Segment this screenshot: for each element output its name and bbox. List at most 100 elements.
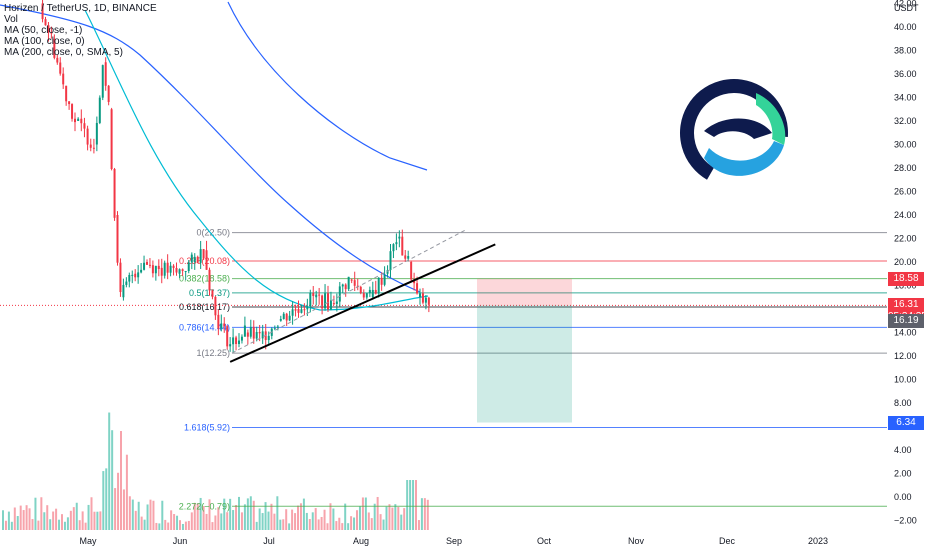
candle-body (359, 286, 362, 294)
candle-body (252, 326, 255, 339)
price-axis-label: 8.00 (894, 398, 912, 408)
price-axis-label: 36.00 (894, 69, 917, 79)
volume-bar (13, 507, 16, 530)
price-axis-label: 12.00 (894, 351, 917, 361)
candle-body (125, 281, 128, 285)
candle-body (386, 270, 389, 274)
candle-body (368, 289, 371, 294)
price-axis-label: 0.00 (894, 492, 912, 502)
candle-body (143, 262, 146, 270)
candle-body (98, 97, 101, 123)
volume-bar (344, 503, 347, 530)
time-axis-label: May (79, 536, 97, 546)
volume-bar (238, 496, 240, 530)
candle-body (380, 277, 383, 285)
fib-level-label: 0(22.50) (196, 228, 230, 238)
support-trendline[interactable] (229, 243, 496, 363)
volume-bar (134, 510, 137, 530)
volume-indicator-label[interactable]: Vol (4, 14, 18, 25)
volume-bar (28, 508, 31, 530)
volume-bar (356, 510, 358, 530)
volume-bar (16, 516, 19, 530)
candle-body (196, 256, 199, 263)
candle-body (110, 109, 113, 170)
volume-bar (184, 521, 187, 530)
candle-body (232, 337, 235, 345)
time-axis-label: Jun (173, 536, 188, 546)
candle-body (258, 332, 261, 334)
candle-body (104, 62, 107, 86)
volume-bar (406, 480, 409, 530)
ma50-indicator-label[interactable]: MA (50, close, -1) (4, 25, 83, 36)
volume-bar (102, 471, 105, 530)
fib-retracement[interactable]: 0(22.50)0.236(20.08)0.382(18.58)0.5(17.3… (179, 228, 887, 512)
volume-bar (173, 514, 176, 530)
candle-body (68, 101, 71, 105)
price-axis[interactable]: 42.00 40.00 38.00 36.00 34.00 32.00 30.00 28.00… (894, 0, 919, 526)
volume-bar (69, 510, 72, 530)
candle-body (238, 340, 240, 345)
volume-bar (34, 497, 37, 530)
volume-bar (261, 513, 264, 530)
fib-level-label: 0.618(16.17) (179, 302, 230, 312)
volume-bar (120, 431, 122, 530)
volume-bar (152, 500, 155, 530)
volume-bar (143, 519, 146, 530)
candles[interactable] (41, 0, 430, 353)
candle-body (217, 314, 220, 329)
candle-body (303, 309, 306, 311)
candle-body (154, 265, 157, 274)
candle-body (151, 265, 154, 274)
fib-level-label: 1(12.25) (196, 348, 230, 358)
candle-body (163, 262, 166, 276)
volume-bar (164, 519, 167, 530)
ma200-line (227, 1, 428, 171)
volume-bar (361, 497, 364, 530)
candle-body (148, 264, 151, 266)
volume-bar (146, 504, 149, 530)
candle-body (392, 244, 395, 252)
candle-body (365, 293, 368, 298)
volume-bar (308, 519, 311, 530)
candle-body (137, 272, 140, 278)
volume-bar (379, 514, 382, 530)
volume-bar (367, 512, 370, 530)
price-axis-label: 10.00 (894, 375, 917, 385)
symbol-title[interactable]: Horizen / TetherUS, 1D, BINANCE (4, 3, 157, 14)
time-axis[interactable]: May Jun Jul Aug Sep Oct Nov Dec 2023 (79, 536, 828, 546)
fib-trend-line[interactable] (231, 229, 466, 354)
candle-body (276, 326, 279, 328)
ma200-indicator-label[interactable]: MA (200, close, 0, SMA, 5) (4, 47, 123, 58)
candle-body (157, 265, 160, 270)
volume-bar (412, 480, 415, 530)
volume-bar (426, 499, 429, 530)
volume-bar (388, 504, 391, 530)
volume-bar (137, 501, 140, 530)
volume-bar (140, 516, 143, 530)
volume-bar (105, 468, 108, 530)
candle-body (166, 262, 169, 273)
time-axis-label: Aug (353, 536, 369, 546)
volume-bar (423, 498, 426, 530)
stop-loss-zone[interactable] (477, 278, 572, 306)
ma100-indicator-label[interactable]: MA (100, close, 0) (4, 36, 85, 47)
candle-body (113, 169, 116, 218)
candle-body (199, 249, 202, 263)
volume-bar (19, 505, 22, 530)
candle-body (401, 236, 404, 256)
candle-body (427, 297, 430, 305)
volume-bar (417, 520, 420, 530)
volume-bar (155, 522, 158, 530)
volume-bar (264, 502, 267, 530)
candle-body (160, 267, 163, 276)
volume-bar (220, 513, 223, 530)
volume-bar (66, 517, 69, 530)
price-tag: 16.19 (888, 313, 924, 328)
candle-body (374, 289, 377, 294)
volume-bar (341, 523, 344, 530)
take-profit-zone[interactable] (477, 305, 572, 423)
candle-body (240, 336, 243, 341)
volume-bar (394, 504, 397, 530)
volume-bar (176, 515, 179, 530)
